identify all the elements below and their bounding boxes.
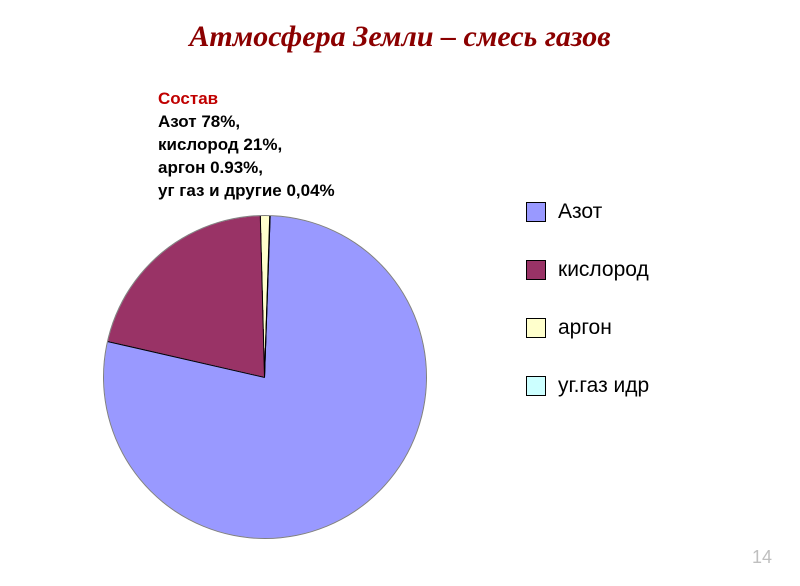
legend-swatch: [526, 376, 546, 396]
legend-item: кислород: [526, 258, 649, 282]
composition-subtitle: Состав Азот 78%, кислород 21%, аргон 0.9…: [158, 88, 335, 203]
legend-swatch: [526, 260, 546, 280]
legend: Азот кислород аргон уг.газ идр: [526, 200, 649, 432]
subtitle-line: уг газ и другие 0,04%: [158, 181, 335, 200]
legend-label: аргон: [558, 316, 612, 340]
subtitle-line: аргон 0.93%,: [158, 158, 263, 177]
page-title: Атмосфера Земли – смесь газов: [0, 20, 800, 54]
subtitle-heading: Состав: [158, 89, 218, 108]
legend-item: аргон: [526, 316, 649, 340]
legend-swatch: [526, 318, 546, 338]
pie-chart: [104, 216, 426, 538]
legend-item: Азот: [526, 200, 649, 224]
page-number: 14: [752, 547, 772, 568]
subtitle-line: кислород 21%,: [158, 135, 282, 154]
legend-label: уг.газ идр: [558, 374, 649, 398]
legend-swatch: [526, 202, 546, 222]
pie-body: [104, 216, 426, 538]
subtitle-line: Азот 78%,: [158, 112, 240, 131]
legend-label: кислород: [558, 258, 649, 282]
legend-label: Азот: [558, 200, 602, 224]
legend-item: уг.газ идр: [526, 374, 649, 398]
